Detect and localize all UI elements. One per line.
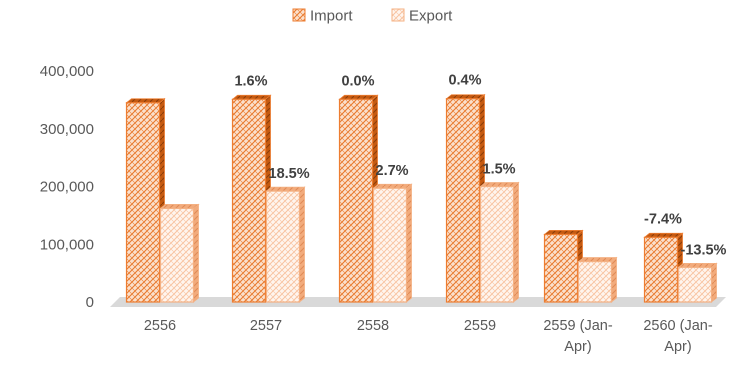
bar-import <box>643 232 684 303</box>
legend: Import Export <box>292 8 453 25</box>
x-tick-label: 2557 <box>250 318 282 334</box>
bar-export <box>159 203 200 303</box>
data-label-export: -13.5% <box>681 242 727 258</box>
data-label-export: 18.5% <box>269 166 310 182</box>
bar-front <box>125 102 161 303</box>
y-tick-label: 200,000 <box>40 179 94 196</box>
x-tick-label: 2558 <box>357 318 389 334</box>
bar-import <box>231 94 272 303</box>
y-tick-label: 300,000 <box>40 121 94 138</box>
legend-swatch-export <box>391 8 405 22</box>
bar-front <box>159 207 195 303</box>
bar-side <box>711 262 717 303</box>
x-tick-label: 2560 (Jan-Apr) <box>643 318 712 355</box>
bar-front <box>577 260 613 303</box>
bar-import <box>125 97 166 303</box>
data-labels: 1.6% 18.5% 0.0% 2.7% 0.4% 1.5% -7.4% -13.5% <box>234 73 726 259</box>
bar-export <box>677 262 718 303</box>
data-label-import: 1.6% <box>234 73 267 89</box>
bar-front <box>543 233 579 303</box>
x-tick-label: 2556 <box>144 318 176 334</box>
bar-side <box>193 203 199 303</box>
bar-top <box>479 182 520 187</box>
bar-top <box>677 262 718 268</box>
bar-top <box>543 230 584 235</box>
data-label-import: 0.0% <box>341 73 374 89</box>
bar-front <box>265 190 301 303</box>
x-tick-label: 2559 (Jan-Apr) <box>543 318 612 355</box>
bars <box>125 93 718 303</box>
data-label-import: 0.4% <box>448 73 481 89</box>
bar-export <box>372 183 413 303</box>
data-label-export: 1.5% <box>483 162 516 178</box>
x-axis: 2556 2557 2558 2559 2559 (Jan-Apr) 2560 (Jan-… <box>144 318 713 355</box>
bar-front <box>643 236 679 303</box>
bar-side <box>513 181 519 303</box>
bar-front <box>479 185 515 303</box>
bar-export <box>577 256 618 303</box>
y-axis: 0 100,000 200,000 300,000 400,000 <box>40 63 94 311</box>
legend-item-export: Export <box>391 8 453 25</box>
x-tick-label: 2559 <box>464 318 496 334</box>
bar-side <box>406 183 412 303</box>
bar-side <box>299 186 305 303</box>
bar-export <box>479 181 520 303</box>
y-tick-label: 400,000 <box>40 63 94 80</box>
legend-item-import: Import <box>292 8 353 25</box>
bar-top <box>265 186 306 192</box>
bar-export <box>265 186 306 303</box>
bar-side <box>611 256 617 303</box>
chart-floor <box>110 297 726 307</box>
bar-top <box>125 98 166 104</box>
bar-front <box>445 98 481 303</box>
y-tick-label: 100,000 <box>40 236 94 253</box>
legend-swatch-import <box>292 8 306 22</box>
data-label-import: -7.4% <box>644 211 682 227</box>
floor-plane <box>110 297 726 307</box>
bar-front <box>231 98 267 303</box>
bar-top <box>159 204 200 209</box>
bar-front <box>677 266 713 303</box>
bar-front <box>338 98 374 303</box>
data-label-export: 2.7% <box>376 163 409 179</box>
bar-import <box>338 94 379 303</box>
bar-import <box>543 229 584 303</box>
legend-label-export: Export <box>409 8 453 25</box>
y-tick-label: 0 <box>86 294 94 311</box>
legend-label-import: Import <box>310 8 353 25</box>
bar-top <box>643 232 684 238</box>
bar-front <box>372 187 408 303</box>
bar-import <box>445 93 486 303</box>
